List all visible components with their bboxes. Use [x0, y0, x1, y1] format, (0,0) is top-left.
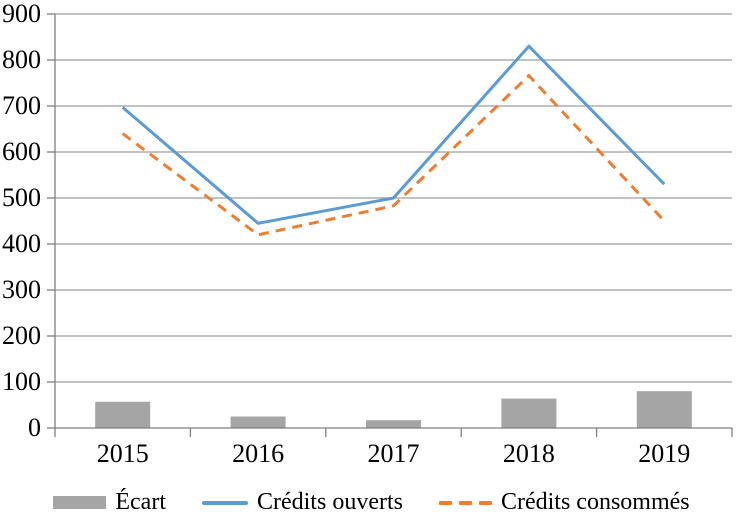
line-credits-ouverts [121, 44, 666, 225]
legend-line-swatch [201, 500, 248, 505]
x-axis-label: 2016 [232, 439, 284, 468]
y-axis-label: 900 [2, 0, 41, 28]
x-axis-label: 2018 [503, 439, 555, 468]
legend-label: Crédits ouverts [256, 489, 403, 515]
y-axis-label: 800 [2, 45, 41, 74]
line-credits-consommes [121, 74, 666, 237]
chart-legend: Écart Crédits ouverts Crédits consommés [0, 489, 743, 516]
y-axis-label: 100 [2, 367, 41, 396]
y-axis-label: 600 [2, 137, 41, 166]
y-axis-label: 200 [2, 321, 41, 350]
y-axis-label: 500 [2, 183, 41, 212]
dash-segment [438, 500, 452, 505]
legend-label: Écart [115, 489, 166, 515]
legend-item: Écart [53, 489, 166, 516]
legend-dashed-line-swatch [438, 500, 492, 505]
y-axis-label: 300 [2, 275, 41, 304]
x-axis-label: 2015 [97, 439, 149, 468]
legend-label: Crédits consommés [500, 489, 690, 515]
bar-ecart [501, 398, 557, 428]
x-axis-label: 2019 [638, 439, 690, 468]
plot-area: 0 100 200 300 400 500 600 700 800 900 2015 2016 2017… [2, 0, 733, 468]
legend-item: Crédits ouverts [201, 489, 403, 516]
dash-segment [478, 500, 492, 505]
y-axis-label: 400 [2, 229, 41, 258]
bar-ecart [95, 401, 151, 428]
bar-ecart [230, 416, 286, 428]
y-axis-label: 700 [2, 91, 41, 120]
bar-ecart [366, 420, 421, 428]
legend-item: Crédits consommés [438, 489, 690, 516]
bar-ecart [636, 391, 692, 428]
x-axis-label: 2017 [368, 439, 420, 468]
legend-bar-swatch [53, 496, 107, 509]
y-axis-label: 0 [28, 413, 41, 442]
dash-segment [458, 500, 472, 505]
